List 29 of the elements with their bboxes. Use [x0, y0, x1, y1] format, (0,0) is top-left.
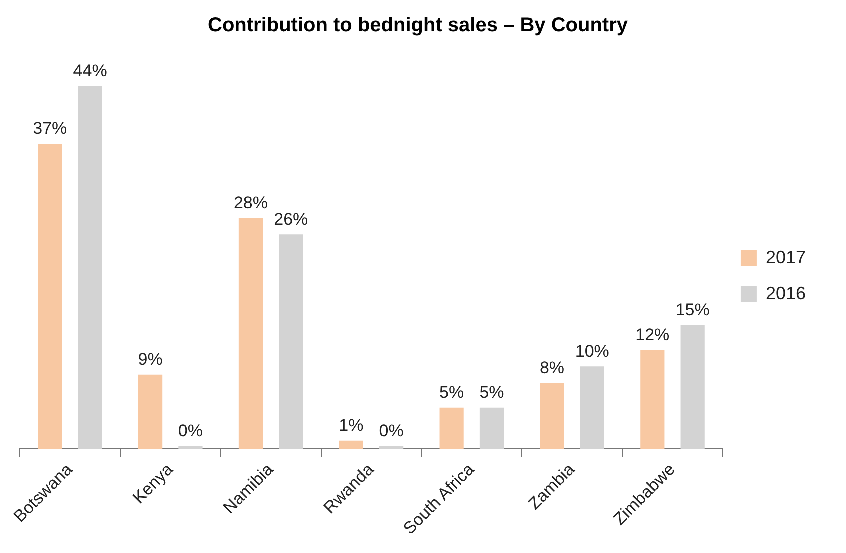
bar	[540, 383, 564, 450]
data-label: 15%	[676, 300, 710, 320]
data-label: 28%	[234, 193, 268, 212]
legend-label: 2017	[766, 247, 806, 268]
bar	[238, 218, 264, 450]
data-label: 9%	[138, 350, 163, 370]
bar	[138, 374, 163, 450]
bar	[580, 366, 604, 450]
data-label: 44%	[73, 61, 108, 80]
bar	[680, 325, 705, 450]
data-label: 1%	[339, 416, 364, 436]
data-label: 8%	[540, 358, 565, 378]
data-label: 12%	[636, 325, 670, 344]
bar	[78, 86, 102, 450]
legend-label: 2016	[766, 283, 806, 304]
data-label: 0%	[379, 421, 404, 440]
data-label: 10%	[575, 342, 610, 361]
data-label: 5%	[440, 383, 464, 402]
data-label: 26%	[274, 210, 308, 229]
bar	[38, 144, 62, 450]
bar	[640, 350, 665, 450]
data-label: 37%	[33, 119, 68, 138]
data-label: 5%	[480, 383, 504, 402]
bar	[480, 408, 504, 450]
bar	[339, 440, 364, 450]
bar	[440, 408, 464, 450]
bar	[279, 234, 304, 450]
chart-title: Contribution to bednight sales – By Country	[208, 14, 629, 37]
data-label: 0%	[178, 421, 204, 440]
